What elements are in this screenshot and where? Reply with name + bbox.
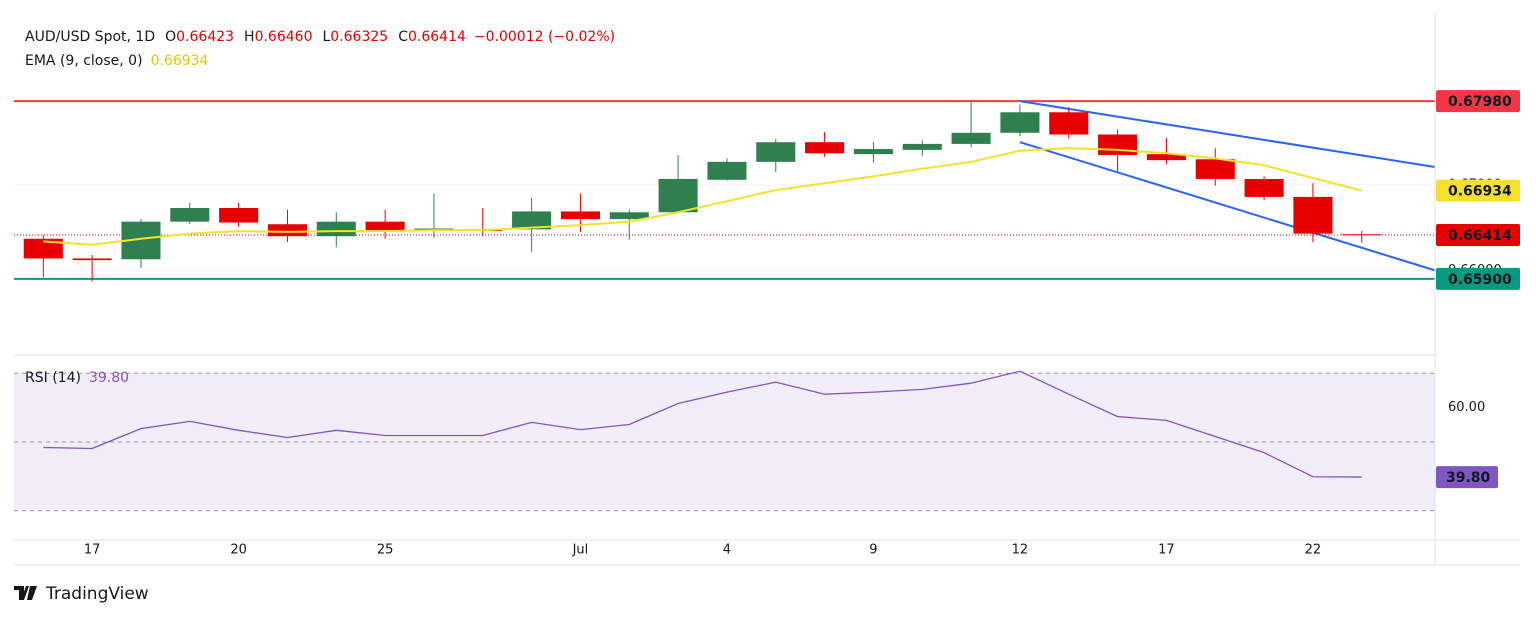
candle-body (316, 221, 356, 237)
candle-body (853, 149, 893, 155)
rsi-value: 39.80 (89, 370, 129, 386)
price-badge (1436, 267, 1520, 290)
ema-name: EMA (9, close, 0) (25, 53, 143, 69)
price-badge (1436, 90, 1520, 113)
legend-ohlc: AUD/USD Spot, 1D O0.66423 H0.66460 L0.66325… (25, 29, 615, 45)
candle-body (609, 212, 649, 220)
brand-logo (14, 586, 37, 600)
legend-rsi: RSI (14) 39.80 (25, 370, 129, 386)
price-badge-label: 0.67980 (1448, 94, 1512, 110)
trend-line (1019, 100, 1436, 168)
candle-body (219, 208, 259, 223)
candle-body (72, 258, 112, 261)
ohlc-key: C (398, 29, 408, 45)
candle-body (170, 208, 210, 222)
rsi-band (14, 373, 1435, 511)
candle-body (1000, 112, 1040, 133)
rsi-badge (1436, 466, 1498, 489)
symbol-title: AUD/USD Spot, 1D (25, 29, 155, 45)
rsi-name: RSI (14) (25, 370, 81, 386)
candle-body (1146, 154, 1186, 161)
y-tick-label: 60.00 (1448, 400, 1485, 415)
x-tick-label: 4 (723, 543, 731, 558)
candle-body (512, 211, 552, 230)
price-badge-label: 0.66414 (1448, 228, 1512, 244)
ohlc-value: 0.66414 (408, 29, 466, 45)
candle-body (951, 132, 991, 144)
x-tick-label: 20 (230, 543, 247, 558)
brand-name: TradingView (45, 584, 149, 604)
ohlc-value: 0.66325 (330, 29, 388, 45)
plot-layer: 0.660000.6700060.00172025Jul491217220.67… (14, 29, 1520, 558)
candle-body (560, 211, 600, 220)
change: −0.00012 (−0.02%) (474, 29, 615, 45)
x-tick-label: 12 (1012, 543, 1029, 558)
x-tick-label: 25 (377, 543, 394, 558)
x-tick-label: Jul (572, 543, 589, 558)
x-tick-label: 17 (1158, 543, 1175, 558)
legend-ema: EMA (9, close, 0) 0.66934 (25, 53, 209, 69)
rsi-badge-label: 39.80 (1446, 470, 1491, 486)
candle-body (902, 143, 942, 150)
x-tick-label: 17 (84, 543, 101, 558)
ohlc-key: H (244, 29, 255, 45)
candle-body (756, 142, 796, 162)
candle-body (1195, 159, 1235, 179)
candle-body (365, 221, 405, 231)
price-badge-label: 0.66934 (1448, 184, 1512, 200)
ohlc-key: O (165, 29, 176, 45)
ohlc-value: 0.66460 (255, 29, 313, 45)
x-tick-label: 22 (1305, 543, 1322, 558)
candle-body (1098, 134, 1138, 156)
candle-body (805, 142, 845, 154)
ohlc-key: L (322, 29, 330, 45)
candle-body (658, 178, 698, 213)
candle-body (1293, 196, 1333, 234)
candle-body (1049, 112, 1089, 135)
rsi-line (43, 370, 1362, 478)
candle-body (23, 238, 63, 259)
price-badge-label: 0.65900 (1448, 272, 1512, 288)
trend-line (1019, 141, 1436, 272)
candle-body (707, 161, 747, 180)
x-tick-label: 9 (869, 543, 877, 558)
ema-value: 0.66934 (151, 53, 209, 69)
candle-body (1342, 234, 1382, 236)
ohlc-value: 0.66423 (176, 29, 234, 45)
candle-body (267, 224, 307, 237)
price-badge (1436, 224, 1520, 247)
ema-line (43, 147, 1362, 246)
price-badge (1436, 179, 1520, 202)
candle-body (1244, 178, 1284, 197)
